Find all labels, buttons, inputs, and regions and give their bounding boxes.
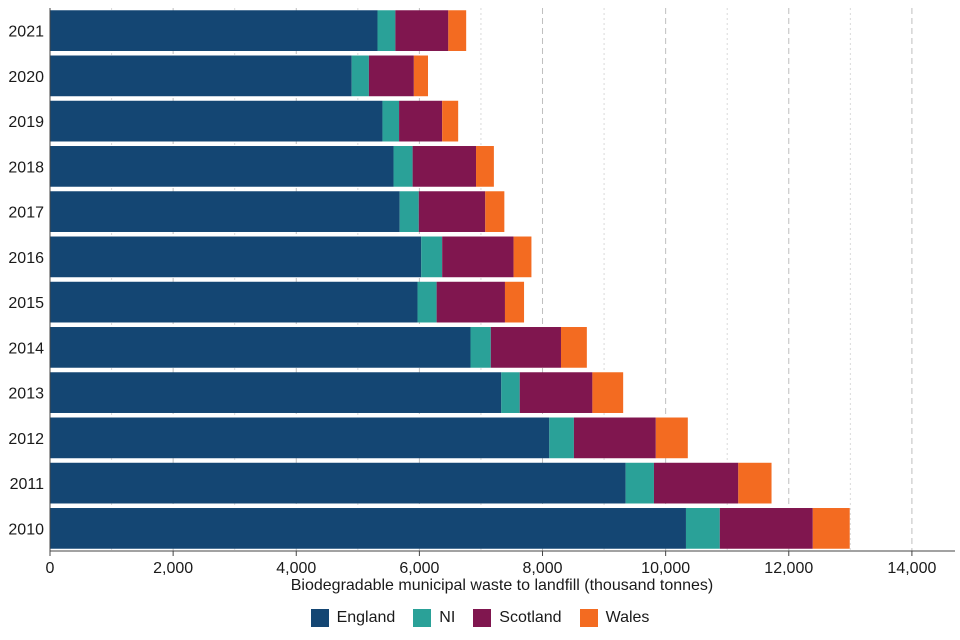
bar-england-2020: [50, 55, 352, 97]
legend: England NI Scotland Wales: [0, 609, 960, 627]
legend-item-ni: NI: [413, 609, 455, 627]
legend-swatch: [310, 609, 329, 627]
bar-england-2019: [50, 100, 383, 142]
bar-wales-2012: [655, 417, 688, 459]
y-tick-label: 2015: [8, 295, 44, 312]
bar-england-2011: [50, 462, 626, 504]
x-axis-title: Biodegradable municipal waste to landfil…: [291, 577, 713, 594]
axes: [49, 8, 955, 556]
bar-wales-2021: [448, 10, 467, 51]
bar-scotland-2018: [412, 146, 477, 187]
bar-england-2013: [50, 372, 502, 413]
legend-swatch: [413, 609, 432, 627]
legend-swatch: [473, 609, 492, 627]
legend-swatch: [579, 609, 598, 627]
y-tick-label: 2017: [8, 205, 44, 222]
bar-wales-2015: [504, 281, 525, 323]
bar-ni-2011: [625, 462, 654, 504]
legend-item-scotland: Scotland: [473, 609, 562, 627]
bar-scotland-2017: [418, 191, 486, 232]
bar-scotland-2011: [653, 462, 739, 504]
bar-ni-2014: [470, 327, 491, 368]
bar-ni-2015: [417, 281, 437, 323]
bar-wales-2011: [738, 462, 772, 504]
gridlines: [49, 8, 913, 551]
bar-ni-2012: [549, 417, 574, 459]
bar-scotland-2021: [395, 10, 449, 51]
legend-item-england: England: [310, 609, 396, 627]
y-tick-labels: 2021 2020 2019 2018 2017 2016 2015 2014 2013 2012…: [8, 24, 44, 539]
bar-scotland-2014: [490, 327, 561, 368]
x-tick-label: 0: [46, 560, 55, 577]
bar-ni-2020: [351, 55, 369, 97]
bar-ni-2019: [382, 100, 400, 142]
bar-wales-2014: [560, 327, 587, 368]
bar-scotland-2020: [368, 55, 414, 97]
bar-scotland-2019: [399, 100, 443, 142]
bar-wales-2010: [812, 508, 850, 549]
bar-wales-2016: [513, 236, 532, 278]
x-tick-label: 2,000: [153, 560, 193, 577]
y-tick-label: 2012: [8, 431, 44, 448]
bar-ni-2018: [393, 146, 413, 187]
bar-ni-2010: [685, 508, 720, 549]
y-tick-label: 2018: [8, 159, 44, 176]
y-tick-label: 2019: [8, 114, 44, 131]
bar-scotland-2013: [519, 372, 593, 413]
bar-ni-2017: [399, 191, 419, 232]
y-tick-label: 2021: [8, 24, 44, 41]
y-tick-label: 2011: [10, 476, 45, 493]
x-tick-label: 8,000: [522, 560, 562, 577]
y-tick-label: 2014: [8, 340, 44, 357]
bar-scotland-2016: [442, 236, 514, 278]
bar-wales-2018: [476, 146, 494, 187]
y-tick-label: 2020: [8, 69, 44, 86]
x-tick-label: 4,000: [276, 560, 316, 577]
bar-england-2015: [50, 281, 418, 323]
bar-scotland-2012: [573, 417, 656, 459]
bar-wales-2017: [485, 191, 505, 232]
bar-scotland-2015: [436, 281, 505, 323]
bar-ni-2013: [501, 372, 520, 413]
bar-england-2021: [50, 10, 378, 51]
bar-england-2018: [50, 146, 394, 187]
legend-label: Wales: [605, 609, 650, 626]
x-tick-label: 10,000: [641, 560, 690, 577]
legend-item-wales: Wales: [579, 609, 650, 627]
bar-england-2014: [50, 327, 471, 368]
bar-england-2016: [50, 236, 422, 278]
legend-label: England: [336, 609, 396, 626]
x-tick-label: 14,000: [887, 560, 936, 577]
bar-england-2017: [50, 191, 400, 232]
bar-ni-2021: [377, 10, 396, 51]
bars: [50, 10, 850, 549]
y-tick-label: 2013: [8, 386, 44, 403]
legend-label: Scotland: [499, 609, 562, 626]
x-tick-label: 12,000: [764, 560, 813, 577]
bar-wales-2019: [442, 100, 459, 142]
bar-wales-2013: [592, 372, 624, 413]
bar-england-2012: [50, 417, 550, 459]
x-tick-labels: 0 2,000 4,000 6,000 8,000 10,000 12,000 14,000: [46, 560, 937, 577]
x-tick-label: 6,000: [399, 560, 439, 577]
legend-label: NI: [439, 609, 456, 626]
y-tick-label: 2010: [8, 521, 44, 538]
y-tick-label: 2016: [8, 250, 44, 267]
bar-ni-2016: [421, 236, 443, 278]
bar-scotland-2010: [719, 508, 813, 549]
bar-england-2010: [50, 508, 686, 549]
bar-wales-2020: [413, 55, 429, 97]
